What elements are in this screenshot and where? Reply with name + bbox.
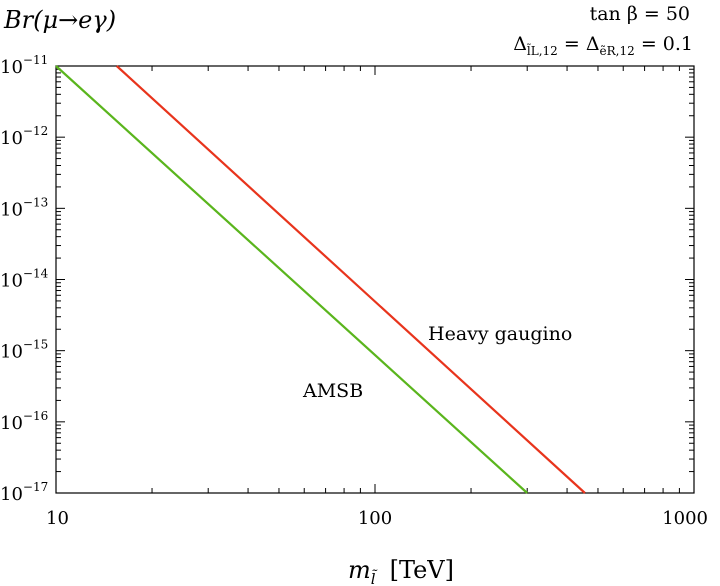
series-line-amsb	[55, 65, 528, 494]
heavy-gaugino-label: Heavy gaugino	[428, 323, 572, 345]
delta-symbol-1: Δ	[513, 33, 527, 55]
x-axis-label-unit: [TeV]	[390, 556, 454, 584]
x-tick-label: 1000	[662, 508, 708, 529]
y-tick-label-exponent: −11	[23, 53, 48, 67]
delta-subscript-1: l̃L,12	[527, 42, 558, 58]
axis-ticks	[55, 66, 694, 494]
x-tick-label: 10	[46, 508, 69, 529]
amsb-label: AMSB	[302, 380, 363, 402]
plot-frame	[55, 65, 695, 494]
y-tick-label-base: 10	[0, 57, 23, 78]
y-tick-label-base: 10	[0, 413, 23, 434]
y-tick-label-exponent: −16	[23, 409, 48, 423]
y-axis-label: Br(μ→eγ)	[3, 6, 116, 34]
y-tick-label-base: 10	[0, 199, 23, 220]
series-line-heavy-gaugino	[115, 65, 586, 494]
y-tick-label: 10−12	[0, 124, 48, 149]
y-tick-label-base: 10	[0, 271, 23, 292]
x-axis-label-sub: l̃	[371, 570, 378, 586]
y-tick-label-exponent: −12	[23, 124, 48, 138]
y-tick-label: 10−14	[0, 267, 49, 292]
x-tick-label: 100	[358, 508, 392, 529]
y-tick-label: 10−16	[0, 409, 48, 434]
delta-equals-2: = 0.1	[635, 33, 693, 55]
delta-annotation: Δl̃L,12 = ΔẽR,12 = 0.1	[513, 33, 693, 58]
y-tick-label-base: 10	[0, 484, 23, 505]
series-lines	[55, 65, 586, 494]
y-tick-label-exponent: −14	[23, 267, 49, 281]
tanbeta-annotation: tan β = 50	[590, 3, 690, 25]
x-axis-label: ml̃ [TeV]	[348, 556, 454, 586]
y-tick-label-exponent: −13	[23, 195, 48, 209]
y-tick-label-exponent: −15	[23, 338, 48, 352]
delta-symbol-2: Δ	[586, 33, 600, 55]
delta-equals-1: =	[558, 33, 586, 55]
y-tick-label: 10−13	[0, 195, 48, 220]
y-tick-label-base: 10	[0, 128, 23, 149]
y-tick-label: 10−17	[0, 480, 48, 505]
delta-subscript-2: ẽR,12	[600, 44, 635, 58]
x-axis-label-var: m	[348, 556, 371, 584]
y-tick-label-base: 10	[0, 342, 23, 363]
y-tick-label: 10−11	[0, 53, 48, 78]
x-tick-labels: 10 100 1000	[46, 508, 708, 529]
y-tick-label: 10−15	[0, 338, 48, 363]
y-tick-label-exponent: −17	[23, 480, 48, 494]
